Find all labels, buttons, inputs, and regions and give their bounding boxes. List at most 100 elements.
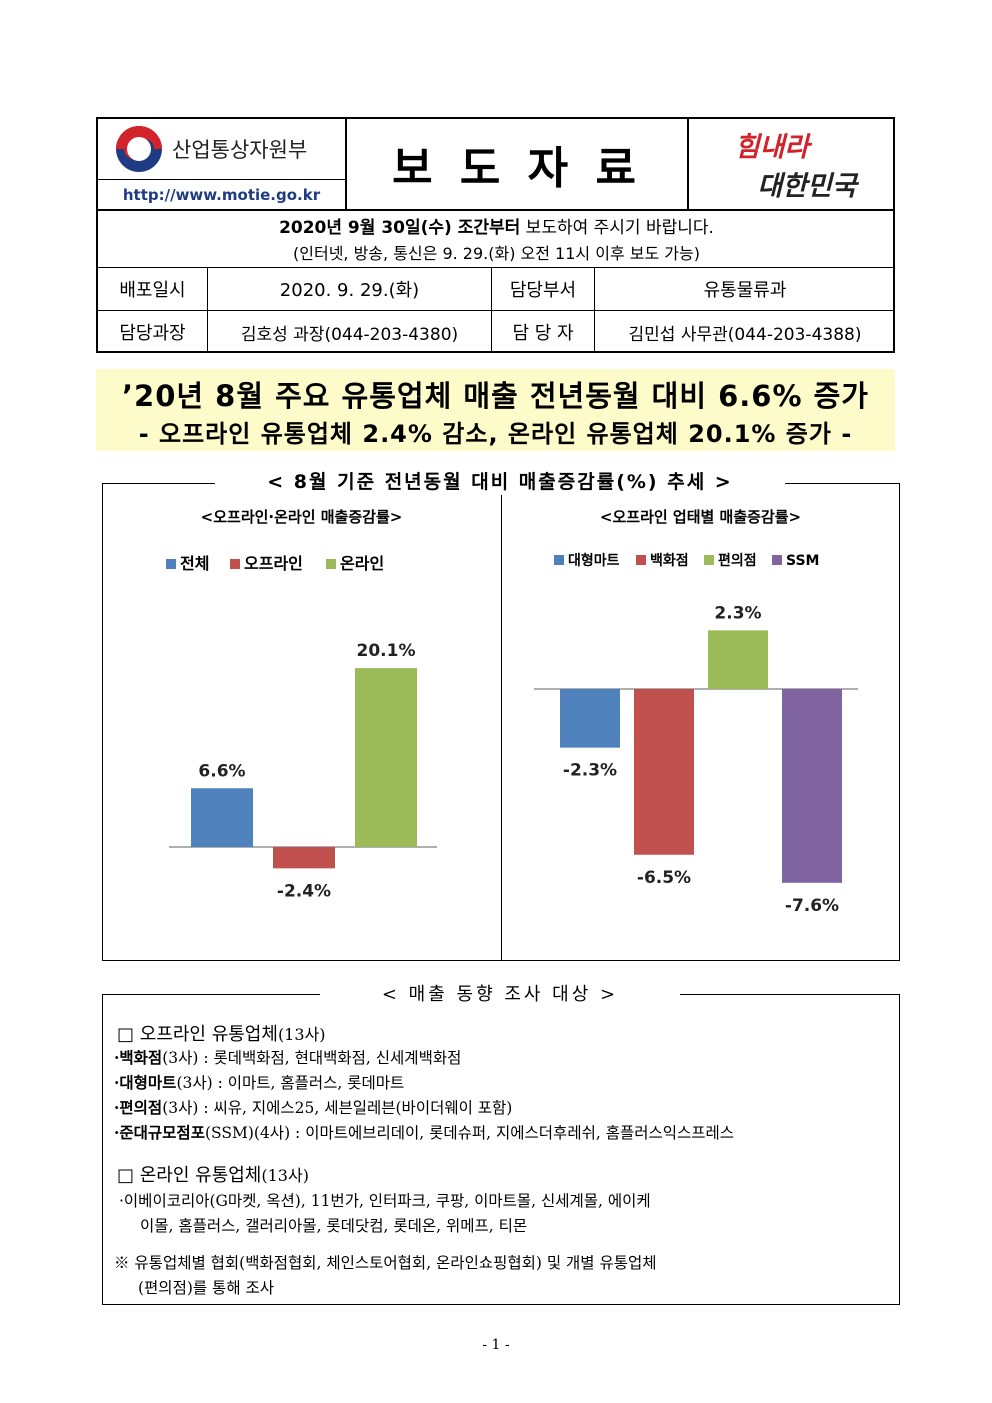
online-heading: □ 온라인 유통업체(13사)	[117, 1161, 309, 1187]
bar-4	[782, 689, 842, 883]
online-count: (13사)	[261, 1166, 309, 1185]
release-label: 배포일시	[98, 268, 207, 310]
page-number: - 1 -	[482, 1337, 510, 1353]
store-list: (3사) : 롯데백화점, 현대백화점, 신세계백화점	[162, 1049, 462, 1067]
online-list-line2: 이몰, 홈플러스, 갤러리아몰, 롯데닷컴, 롯데온, 위메프, 티몬	[140, 1217, 528, 1235]
data-label: 20.1%	[357, 641, 416, 661]
ministry-logo: 산업통상자원부	[98, 119, 345, 179]
value-text: 2020. 9. 29.(화)	[279, 280, 420, 301]
data-label: -7.6%	[785, 896, 839, 916]
slogan-line1: 힘내라	[734, 132, 810, 163]
store-type: ·백화점	[114, 1048, 163, 1067]
divider	[98, 310, 895, 311]
value-text: 김호성 과장(044-203-4380)	[240, 324, 459, 345]
contact-label: 담 당 자	[492, 311, 594, 353]
director-value: 김호성 과장(044-203-4380)	[208, 311, 491, 353]
survey-note-line1: ※ 유통업체별 협회(백화점협회, 체인스토어협회, 온라인쇼핑협회) 및 개별…	[114, 1254, 657, 1272]
slogan-line2: 대한민국	[757, 171, 857, 202]
label-text: 담당과장	[119, 323, 186, 344]
offline-list-item: ·준대규모점포(SSM)(4사) : 이마트에브리데이, 롯데슈퍼, 지에스더후…	[114, 1121, 734, 1143]
legend-swatch	[230, 559, 240, 569]
divider	[207, 267, 208, 353]
embargo-date: 2020년 9월 30일(수) 조간부터	[279, 217, 521, 238]
embargo-text: 보도하여 주시기 바랍니다.	[520, 217, 714, 238]
data-label: 6.6%	[198, 761, 245, 781]
divider	[345, 119, 347, 211]
survey-title: < 매출 동향 조사 대상 >	[320, 983, 680, 1007]
embargo-note: (인터넷, 방송, 통신은 9. 29.(화) 오전 11시 이후 보도 가능)	[98, 238, 895, 266]
legend-label: 전체	[180, 554, 209, 573]
ministry-url[interactable]: http://www.motie.go.kr	[98, 180, 345, 209]
bar-2	[273, 847, 335, 869]
online-heading-text: □ 온라인 유통업체	[117, 1165, 262, 1186]
legend-swatch	[554, 555, 564, 565]
bar-1	[191, 788, 253, 847]
page-title: 보 도 자 료	[347, 119, 687, 209]
legend-swatch	[704, 555, 714, 565]
dept-value: 유통물류과	[595, 268, 895, 310]
legend-label: 온라인	[340, 554, 384, 573]
chart-divider	[501, 484, 502, 960]
divider	[98, 209, 895, 211]
headline-sub: - 오프라인 유통업체 2.4% 감소, 온라인 유통업체 20.1% 증가 -	[138, 420, 853, 448]
bar-1	[560, 689, 620, 748]
director-label: 담당과장	[98, 311, 207, 353]
offline-heading-text: □ 오프라인 유통업체	[117, 1024, 278, 1045]
data-label: -2.4%	[277, 881, 331, 901]
chart-title: <오프라인·온라인 매출증감률>	[201, 508, 403, 526]
offline-list-item: ·대형마트(3사) : 이마트, 홈플러스, 롯데마트	[114, 1071, 404, 1093]
offline-heading: □ 오프라인 유통업체(13사)	[117, 1020, 326, 1046]
slogan-logo: 힘내라 대한민국	[689, 119, 895, 209]
survey-note-line2: (편의점)를 통해 조사	[138, 1279, 275, 1297]
store-type: ·대형마트	[114, 1073, 177, 1092]
label-text: 담당부서	[509, 280, 577, 301]
header-table: 산업통상자원부 http://www.motie.go.kr 보 도 자 료 힘…	[96, 117, 895, 353]
label-text: 담 당 자	[512, 323, 574, 344]
offline-list-item: ·편의점(3사) : 씨유, 지에스25, 세븐일레븐(바이더웨이 포함)	[114, 1096, 512, 1118]
ministry-name: 산업통상자원부	[172, 138, 308, 162]
url-link[interactable]: http://www.motie.go.kr	[122, 185, 321, 204]
divider	[594, 267, 595, 353]
value-text: 김민섭 사무관(044-203-4388)	[628, 324, 862, 345]
value-text: 유통물류과	[703, 280, 787, 301]
headline-main: ’20년 8월 주요 유통업체 매출 전년동월 대비 6.6% 증가	[122, 379, 869, 413]
bar-3	[708, 630, 768, 689]
data-label: 2.3%	[714, 603, 761, 623]
legend-swatch	[326, 559, 336, 569]
legend-label: 백화점	[650, 552, 689, 569]
dept-label: 담당부서	[492, 268, 594, 310]
store-list: (3사) : 씨유, 지에스25, 세븐일레븐(바이더웨이 포함)	[162, 1099, 513, 1117]
store-type: ·준대규모점포	[114, 1123, 205, 1142]
store-type: ·편의점	[114, 1098, 163, 1117]
offline-count: (13사)	[277, 1025, 326, 1044]
offline-list-item: ·백화점(3사) : 롯데백화점, 현대백화점, 신세계백화점	[114, 1046, 461, 1068]
legend-swatch	[166, 559, 176, 569]
label-text: 배포일시	[119, 280, 186, 301]
divider	[491, 267, 492, 353]
headline-band: ’20년 8월 주요 유통업체 매출 전년동월 대비 6.6% 증가 - 오프라…	[96, 369, 895, 451]
chart-title: <오프라인 업태별 매출증감률>	[600, 508, 801, 526]
title-text: 보 도 자 료	[392, 143, 642, 194]
divider	[98, 267, 895, 268]
legend-swatch	[772, 555, 782, 565]
legend-label: 편의점	[718, 552, 757, 569]
data-label: -2.3%	[563, 761, 617, 781]
government-emblem-icon	[116, 126, 162, 172]
bar-2	[634, 689, 694, 855]
data-label: -6.5%	[637, 868, 691, 888]
legend-label: 대형마트	[568, 552, 620, 569]
embargo-line: 2020년 9월 30일(수) 조간부터 보도하여 주시기 바랍니다.	[98, 211, 895, 239]
release-value: 2020. 9. 29.(화)	[208, 268, 491, 310]
bar-3	[355, 668, 417, 847]
chart-offline-online: <오프라인·온라인 매출증감률> 전체 오프라인 온라인 6.6% -2.4% 20.1%	[166, 508, 437, 901]
store-list: (3사) : 이마트, 홈플러스, 롯데마트	[176, 1074, 405, 1092]
online-list-line1: ·이베이코리아(G마켓, 옥션), 11번가, 인터파크, 쿠팡, 이마트몰, …	[119, 1192, 651, 1210]
divider	[687, 119, 689, 211]
chart-offline-by-format: <오프라인 업태별 매출증감률> 대형마트 백화점 편의점 SSM -2.3% -6.5% 2…	[534, 508, 858, 916]
embargo-note-text: (인터넷, 방송, 통신은 9. 29.(화) 오전 11시 이후 보도 가능)	[293, 244, 700, 263]
chart-section-title: < 8월 기준 전년동월 대비 매출증감률(%) 추세 >	[215, 469, 785, 495]
contact-value: 김민섭 사무관(044-203-4388)	[595, 311, 895, 353]
store-list: (SSM)(4사) : 이마트에브리데이, 롯데슈퍼, 지에스더후레쉬, 홈플러…	[204, 1124, 735, 1142]
legend-swatch	[636, 555, 646, 565]
legend-label: 오프라인	[244, 554, 303, 573]
